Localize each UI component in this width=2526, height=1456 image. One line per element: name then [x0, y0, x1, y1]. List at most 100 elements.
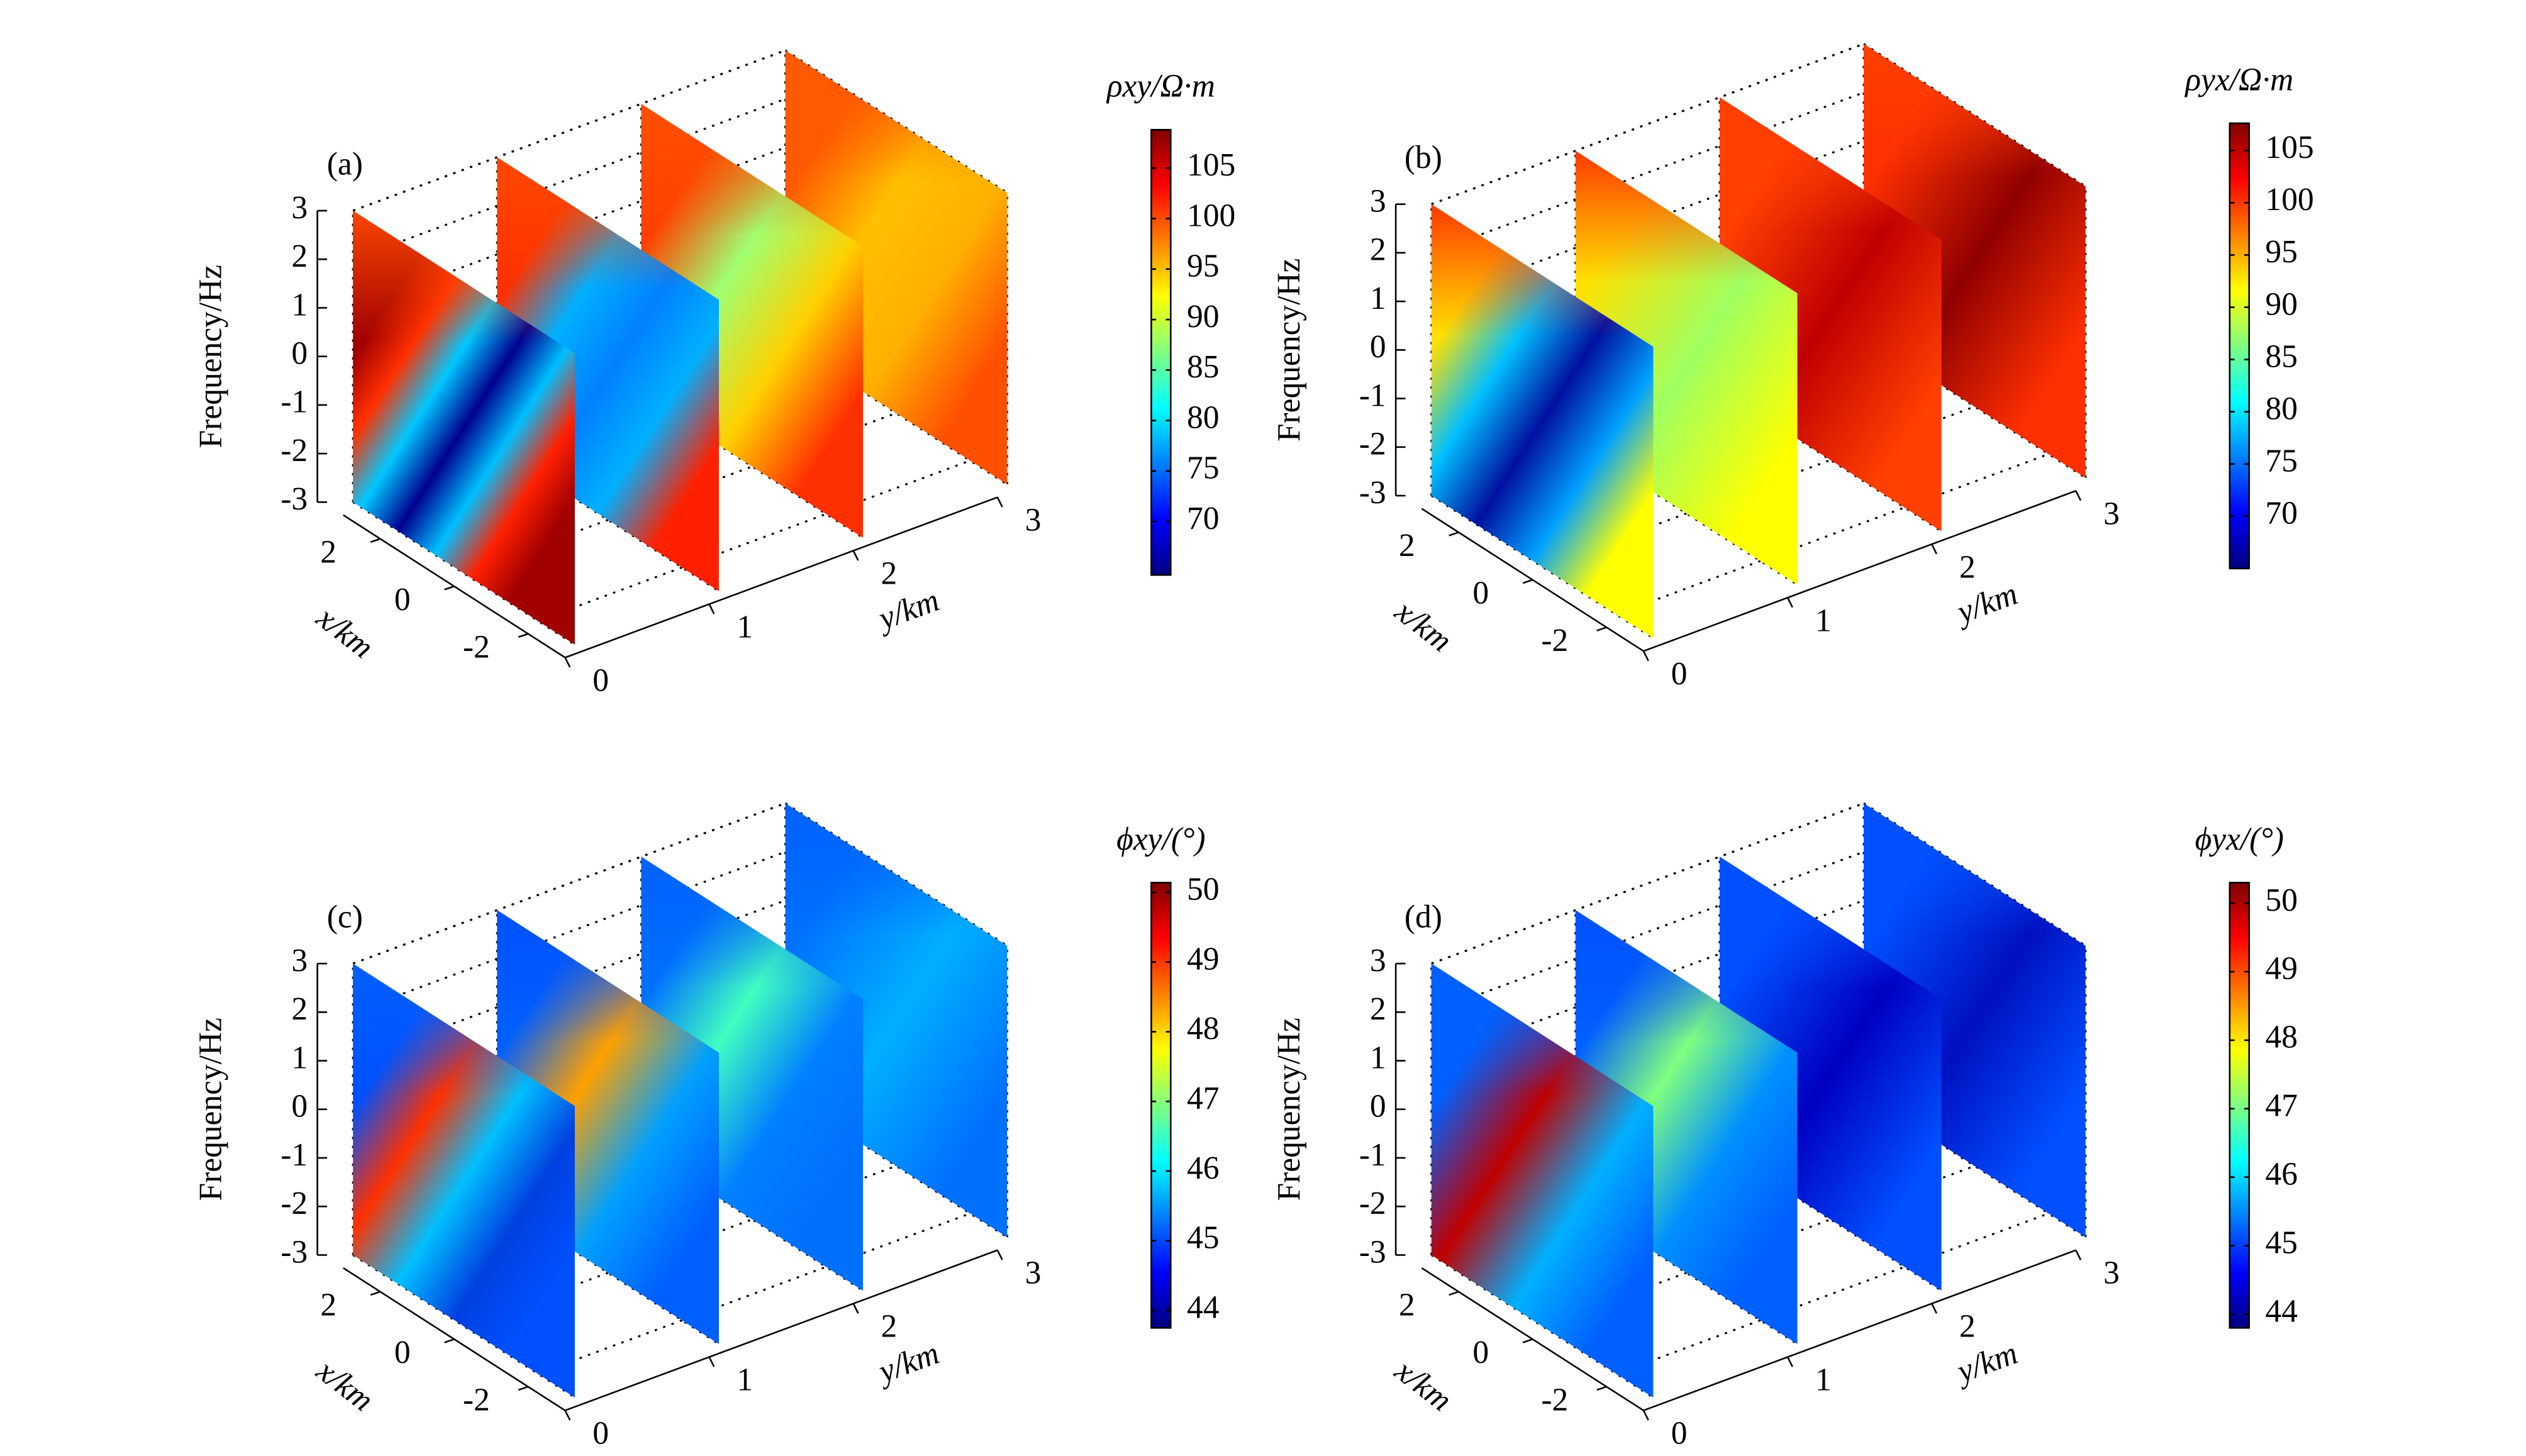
y-tick-label: 3 — [2103, 1255, 2120, 1291]
y-tick — [2075, 490, 2082, 501]
z-tick-label: 2 — [1370, 991, 1386, 1027]
y-tick — [564, 657, 571, 668]
grid-line — [537, 1212, 971, 1375]
colorbar-tick-label: 50 — [1187, 872, 1219, 908]
x-tick-label: 0 — [1472, 575, 1489, 611]
colorbar-label: ϕyx/(°) — [2195, 821, 2284, 857]
z-tick-label: -3 — [281, 481, 308, 517]
colorbar-tick-label: 80 — [2266, 391, 2298, 426]
grid-line — [1616, 1212, 2049, 1375]
y-tick-label: 1 — [737, 609, 753, 645]
x-axis-label: x/km — [1388, 592, 1459, 659]
z-tick-label: 1 — [1370, 281, 1386, 316]
z-tick-label: 2 — [291, 991, 308, 1027]
x-tick-label: 2 — [1399, 1287, 1415, 1323]
z-tick-label: -2 — [1359, 426, 1386, 462]
z-tick-label: -2 — [281, 433, 308, 469]
x-tick — [1522, 579, 1533, 584]
z-tick-label: -1 — [281, 384, 308, 420]
y-tick-label: 3 — [1025, 503, 1042, 538]
x-tick-label: 2 — [320, 1287, 337, 1323]
x-tick — [1596, 626, 1607, 631]
grid-line — [1616, 453, 2049, 616]
y-tick-label: 2 — [881, 556, 897, 592]
colorbar-tick-label: 75 — [2266, 443, 2298, 479]
y-tick — [996, 497, 1003, 508]
x-tick — [444, 586, 455, 591]
y-tick-label: 1 — [1815, 1362, 1832, 1398]
box-edge — [352, 802, 786, 965]
colorbar-tick-label: 46 — [1187, 1150, 1219, 1186]
slice-top-shade — [1431, 964, 1654, 1398]
y-tick — [1786, 1357, 1793, 1367]
y-tick-label: 2 — [881, 1309, 897, 1345]
x-tick-label: -2 — [463, 629, 490, 665]
y-tick-label: 0 — [593, 1416, 609, 1452]
y-tick — [1931, 1303, 1938, 1314]
y-tick — [564, 1410, 571, 1421]
grid-line — [352, 850, 786, 1013]
colorbar-tick-label: 45 — [1187, 1220, 1219, 1256]
colorbar — [2228, 122, 2251, 570]
grid-line — [1431, 850, 1864, 1013]
y-tick — [708, 1357, 715, 1367]
x-axis-label: x/km — [309, 1352, 380, 1418]
z-axis-label: Frequency/Hz — [193, 1018, 229, 1201]
y-tick-label: 2 — [1959, 1309, 1976, 1345]
colorbar-tick-label: 44 — [2266, 1293, 2298, 1329]
x-tick-label: 0 — [1472, 1335, 1489, 1370]
z-tick-label: 3 — [1370, 943, 1386, 979]
y-tick — [708, 603, 715, 614]
z-tick-label: -1 — [1359, 377, 1386, 413]
colorbar-tick-label: 85 — [2266, 338, 2298, 374]
colorbar-tick-label: 70 — [1187, 501, 1219, 536]
colorbar-label: ϕxy/(°) — [1116, 821, 1206, 857]
z-axis-label: Frequency/Hz — [1271, 258, 1307, 442]
colorbar-tick-label: 105 — [1187, 147, 1235, 183]
colorbar-tick-label: 85 — [1187, 349, 1219, 385]
colorbar-tick-label: 50 — [2266, 882, 2298, 918]
x-tick-label: -2 — [1541, 1382, 1568, 1418]
colorbar-tick-label: 90 — [1187, 299, 1219, 335]
panel-label: (b) — [1405, 140, 1442, 175]
colorbar-tick-label: 45 — [2266, 1225, 2298, 1260]
x-tick — [370, 538, 381, 543]
z-tick-label: 0 — [1370, 329, 1386, 365]
box-edge — [352, 49, 786, 212]
z-tick-label: -1 — [281, 1137, 308, 1173]
y-tick-label: 0 — [1671, 656, 1688, 692]
x-tick — [518, 633, 529, 638]
panel-label: (d) — [1405, 899, 1442, 935]
z-tick-label: -3 — [1359, 475, 1386, 511]
z-tick-label: -3 — [281, 1234, 308, 1270]
colorbar — [2228, 882, 2251, 1329]
x-tick — [1522, 1338, 1533, 1343]
y-tick — [1642, 1410, 1649, 1421]
y-tick-label: 1 — [737, 1362, 753, 1398]
y-tick-label: 0 — [593, 663, 609, 699]
y-tick-label: 2 — [1959, 549, 1976, 585]
slice-top-shade — [353, 210, 575, 645]
x-tick-label: 2 — [320, 534, 337, 570]
z-tick-label: 3 — [1370, 184, 1386, 220]
z-tick-label: 1 — [291, 1040, 308, 1075]
grid-line — [537, 459, 971, 622]
colorbar-tick-label: 49 — [2266, 951, 2298, 987]
colorbar-tick-label: 48 — [1187, 1011, 1219, 1047]
y-tick — [852, 550, 859, 561]
colorbar-tick-label: 49 — [1187, 941, 1219, 977]
x-tick-label: 0 — [394, 582, 411, 618]
slice-top-shade — [1431, 204, 1654, 638]
colorbar-tick-label: 100 — [2266, 182, 2314, 218]
x-tick-label: 2 — [1399, 528, 1415, 564]
colorbar-label: ρyx/Ω·m — [2184, 62, 2293, 97]
colorbar-tick-label: 47 — [1187, 1081, 1219, 1116]
z-tick-label: 1 — [1370, 1040, 1386, 1075]
colorbar — [1150, 128, 1172, 576]
y-axis — [1643, 1249, 2076, 1411]
z-axis-label: Frequency/Hz — [1271, 1018, 1307, 1201]
z-tick-label: 2 — [291, 238, 308, 274]
box-edge — [1431, 43, 1864, 206]
y-tick-label: 3 — [2103, 496, 2120, 531]
